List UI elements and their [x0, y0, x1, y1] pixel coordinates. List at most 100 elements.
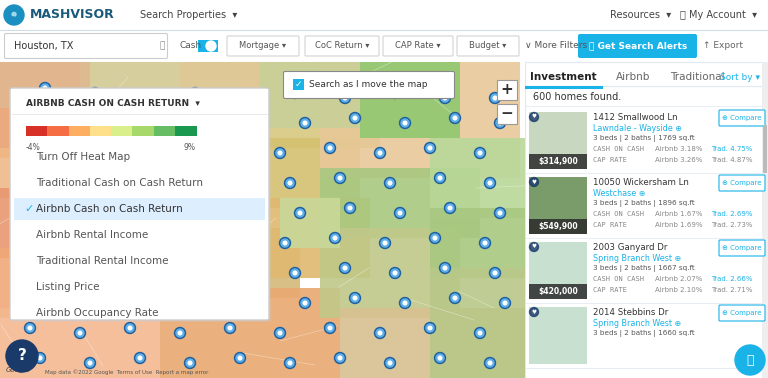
Circle shape: [141, 264, 149, 272]
Circle shape: [200, 118, 210, 129]
Circle shape: [53, 116, 57, 120]
Bar: [529, 242, 587, 299]
Circle shape: [345, 203, 356, 214]
Bar: [340, 308, 525, 378]
Circle shape: [153, 296, 157, 300]
Circle shape: [190, 268, 200, 279]
Text: Houston, TX: Houston, TX: [14, 41, 74, 51]
Circle shape: [146, 204, 154, 212]
Circle shape: [88, 181, 92, 185]
Bar: [430, 208, 525, 278]
Text: Traditional: Traditional: [670, 72, 724, 82]
Text: $314,900: $314,900: [538, 157, 578, 166]
Circle shape: [290, 268, 300, 279]
Circle shape: [151, 294, 159, 302]
Circle shape: [338, 176, 342, 180]
Bar: [160, 288, 340, 378]
Bar: [430, 268, 525, 378]
Text: +: +: [501, 82, 513, 98]
Circle shape: [391, 269, 399, 277]
Bar: [529, 284, 587, 299]
Circle shape: [486, 179, 494, 187]
Circle shape: [251, 114, 259, 122]
Text: Spring Branch West ⊕: Spring Branch West ⊕: [593, 254, 681, 263]
Circle shape: [401, 119, 409, 127]
Text: 3 beds | 2 baths | 1667 sq.ft: 3 beds | 2 baths | 1667 sq.ft: [593, 265, 695, 272]
Text: 2003 Ganyard Dr: 2003 Ganyard Dr: [593, 243, 667, 252]
Circle shape: [376, 149, 384, 157]
Circle shape: [234, 353, 246, 364]
Circle shape: [238, 176, 242, 180]
Text: Search as I move the map: Search as I move the map: [309, 80, 428, 89]
Circle shape: [39, 82, 51, 93]
Circle shape: [325, 143, 336, 153]
Text: Airbnb 1.67%: Airbnb 1.67%: [655, 211, 703, 217]
Circle shape: [386, 179, 394, 187]
Circle shape: [496, 209, 504, 217]
Circle shape: [103, 121, 107, 125]
Bar: [0, 308, 160, 378]
Circle shape: [124, 143, 135, 153]
Circle shape: [485, 178, 495, 189]
Circle shape: [128, 146, 132, 150]
Circle shape: [449, 113, 461, 124]
Circle shape: [291, 89, 299, 97]
Bar: [154, 126, 175, 136]
Circle shape: [349, 113, 360, 124]
Circle shape: [224, 143, 236, 153]
Bar: [0, 148, 80, 198]
Text: Airbnb 3.26%: Airbnb 3.26%: [655, 157, 703, 163]
FancyBboxPatch shape: [305, 36, 379, 56]
Bar: [430, 138, 525, 218]
Text: CAP Rate ▾: CAP Rate ▾: [396, 42, 441, 51]
Circle shape: [250, 113, 260, 124]
Circle shape: [498, 121, 502, 125]
Bar: [0, 188, 100, 258]
Circle shape: [84, 358, 95, 369]
Circle shape: [339, 262, 350, 274]
Circle shape: [35, 172, 45, 183]
Circle shape: [481, 239, 489, 247]
Bar: [26, 126, 48, 136]
Bar: [529, 154, 587, 169]
Circle shape: [190, 87, 200, 99]
Text: Airbnb: Airbnb: [616, 72, 650, 82]
Circle shape: [489, 268, 501, 279]
Circle shape: [303, 121, 306, 125]
Text: Budget ▾: Budget ▾: [469, 42, 507, 51]
Circle shape: [395, 208, 406, 218]
Circle shape: [81, 239, 89, 247]
Text: Traditional Rental Income: Traditional Rental Income: [36, 256, 168, 266]
Circle shape: [336, 354, 344, 362]
Circle shape: [441, 264, 449, 272]
Circle shape: [253, 296, 257, 300]
Circle shape: [386, 359, 394, 367]
FancyBboxPatch shape: [719, 305, 765, 321]
Text: Turn Off Heat Map: Turn Off Heat Map: [36, 152, 130, 162]
Circle shape: [485, 358, 495, 369]
Circle shape: [150, 293, 161, 304]
Circle shape: [341, 264, 349, 272]
Circle shape: [300, 297, 310, 308]
Circle shape: [281, 239, 289, 247]
Text: ✓: ✓: [24, 204, 33, 214]
Circle shape: [176, 329, 184, 337]
Circle shape: [328, 326, 332, 330]
Circle shape: [429, 326, 432, 330]
Circle shape: [496, 119, 504, 127]
Circle shape: [449, 206, 452, 210]
Circle shape: [391, 89, 399, 97]
Bar: [180, 62, 260, 128]
Circle shape: [250, 293, 260, 304]
Circle shape: [134, 353, 145, 364]
Circle shape: [396, 209, 404, 217]
Circle shape: [88, 361, 92, 365]
Circle shape: [28, 146, 31, 150]
Circle shape: [439, 93, 451, 104]
Circle shape: [478, 331, 482, 335]
Circle shape: [178, 151, 182, 155]
Circle shape: [46, 204, 54, 212]
Text: Investment: Investment: [530, 72, 596, 82]
Circle shape: [198, 211, 202, 215]
Text: 9%: 9%: [184, 143, 196, 152]
